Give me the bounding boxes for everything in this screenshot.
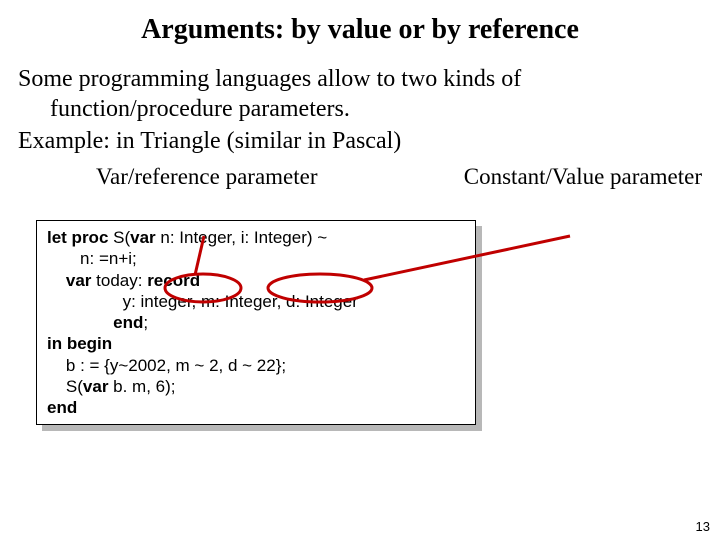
paragraph-1: Some programming languages allow to two … xyxy=(18,64,702,124)
label-row: Var/reference parameter Constant/Value p… xyxy=(0,162,720,202)
code-kw: let proc xyxy=(47,228,113,247)
code-text: S( xyxy=(47,377,83,396)
code-block: let proc S(var n: Integer, i: Integer) ~… xyxy=(36,220,476,425)
paragraph-2: Example: in Triangle (similar in Pascal) xyxy=(18,126,702,156)
code-kw: var xyxy=(130,228,160,247)
code-text: ; xyxy=(143,313,148,332)
code-text: b : = {y~2002, m ~ 2, d ~ 22}; xyxy=(47,355,465,376)
code-kw: in begin xyxy=(47,333,465,354)
code-kw: var xyxy=(83,377,109,396)
code-text: y: integer, m: Integer, d: Integer xyxy=(47,291,465,312)
code-kw: var xyxy=(47,271,96,290)
code-text: today: xyxy=(96,271,147,290)
code-text xyxy=(47,313,113,332)
code-text: S( xyxy=(113,228,130,247)
code-text: b. m, 6); xyxy=(108,377,175,396)
code-box: let proc S(var n: Integer, i: Integer) ~… xyxy=(36,220,476,425)
code-kw: end xyxy=(47,397,465,418)
code-text: n: Integer, i: Integer) ~ xyxy=(160,228,332,247)
body-text: Some programming languages allow to two … xyxy=(0,46,720,162)
var-reference-label: Var/reference parameter xyxy=(96,164,318,190)
constant-value-label: Constant/Value parameter xyxy=(464,164,702,190)
page-title: Arguments: by value or by reference xyxy=(0,0,720,46)
code-kw: record xyxy=(147,271,200,290)
page-number: 13 xyxy=(696,519,710,534)
code-kw: end xyxy=(113,313,143,332)
code-text: n: =n+i; xyxy=(47,248,465,269)
